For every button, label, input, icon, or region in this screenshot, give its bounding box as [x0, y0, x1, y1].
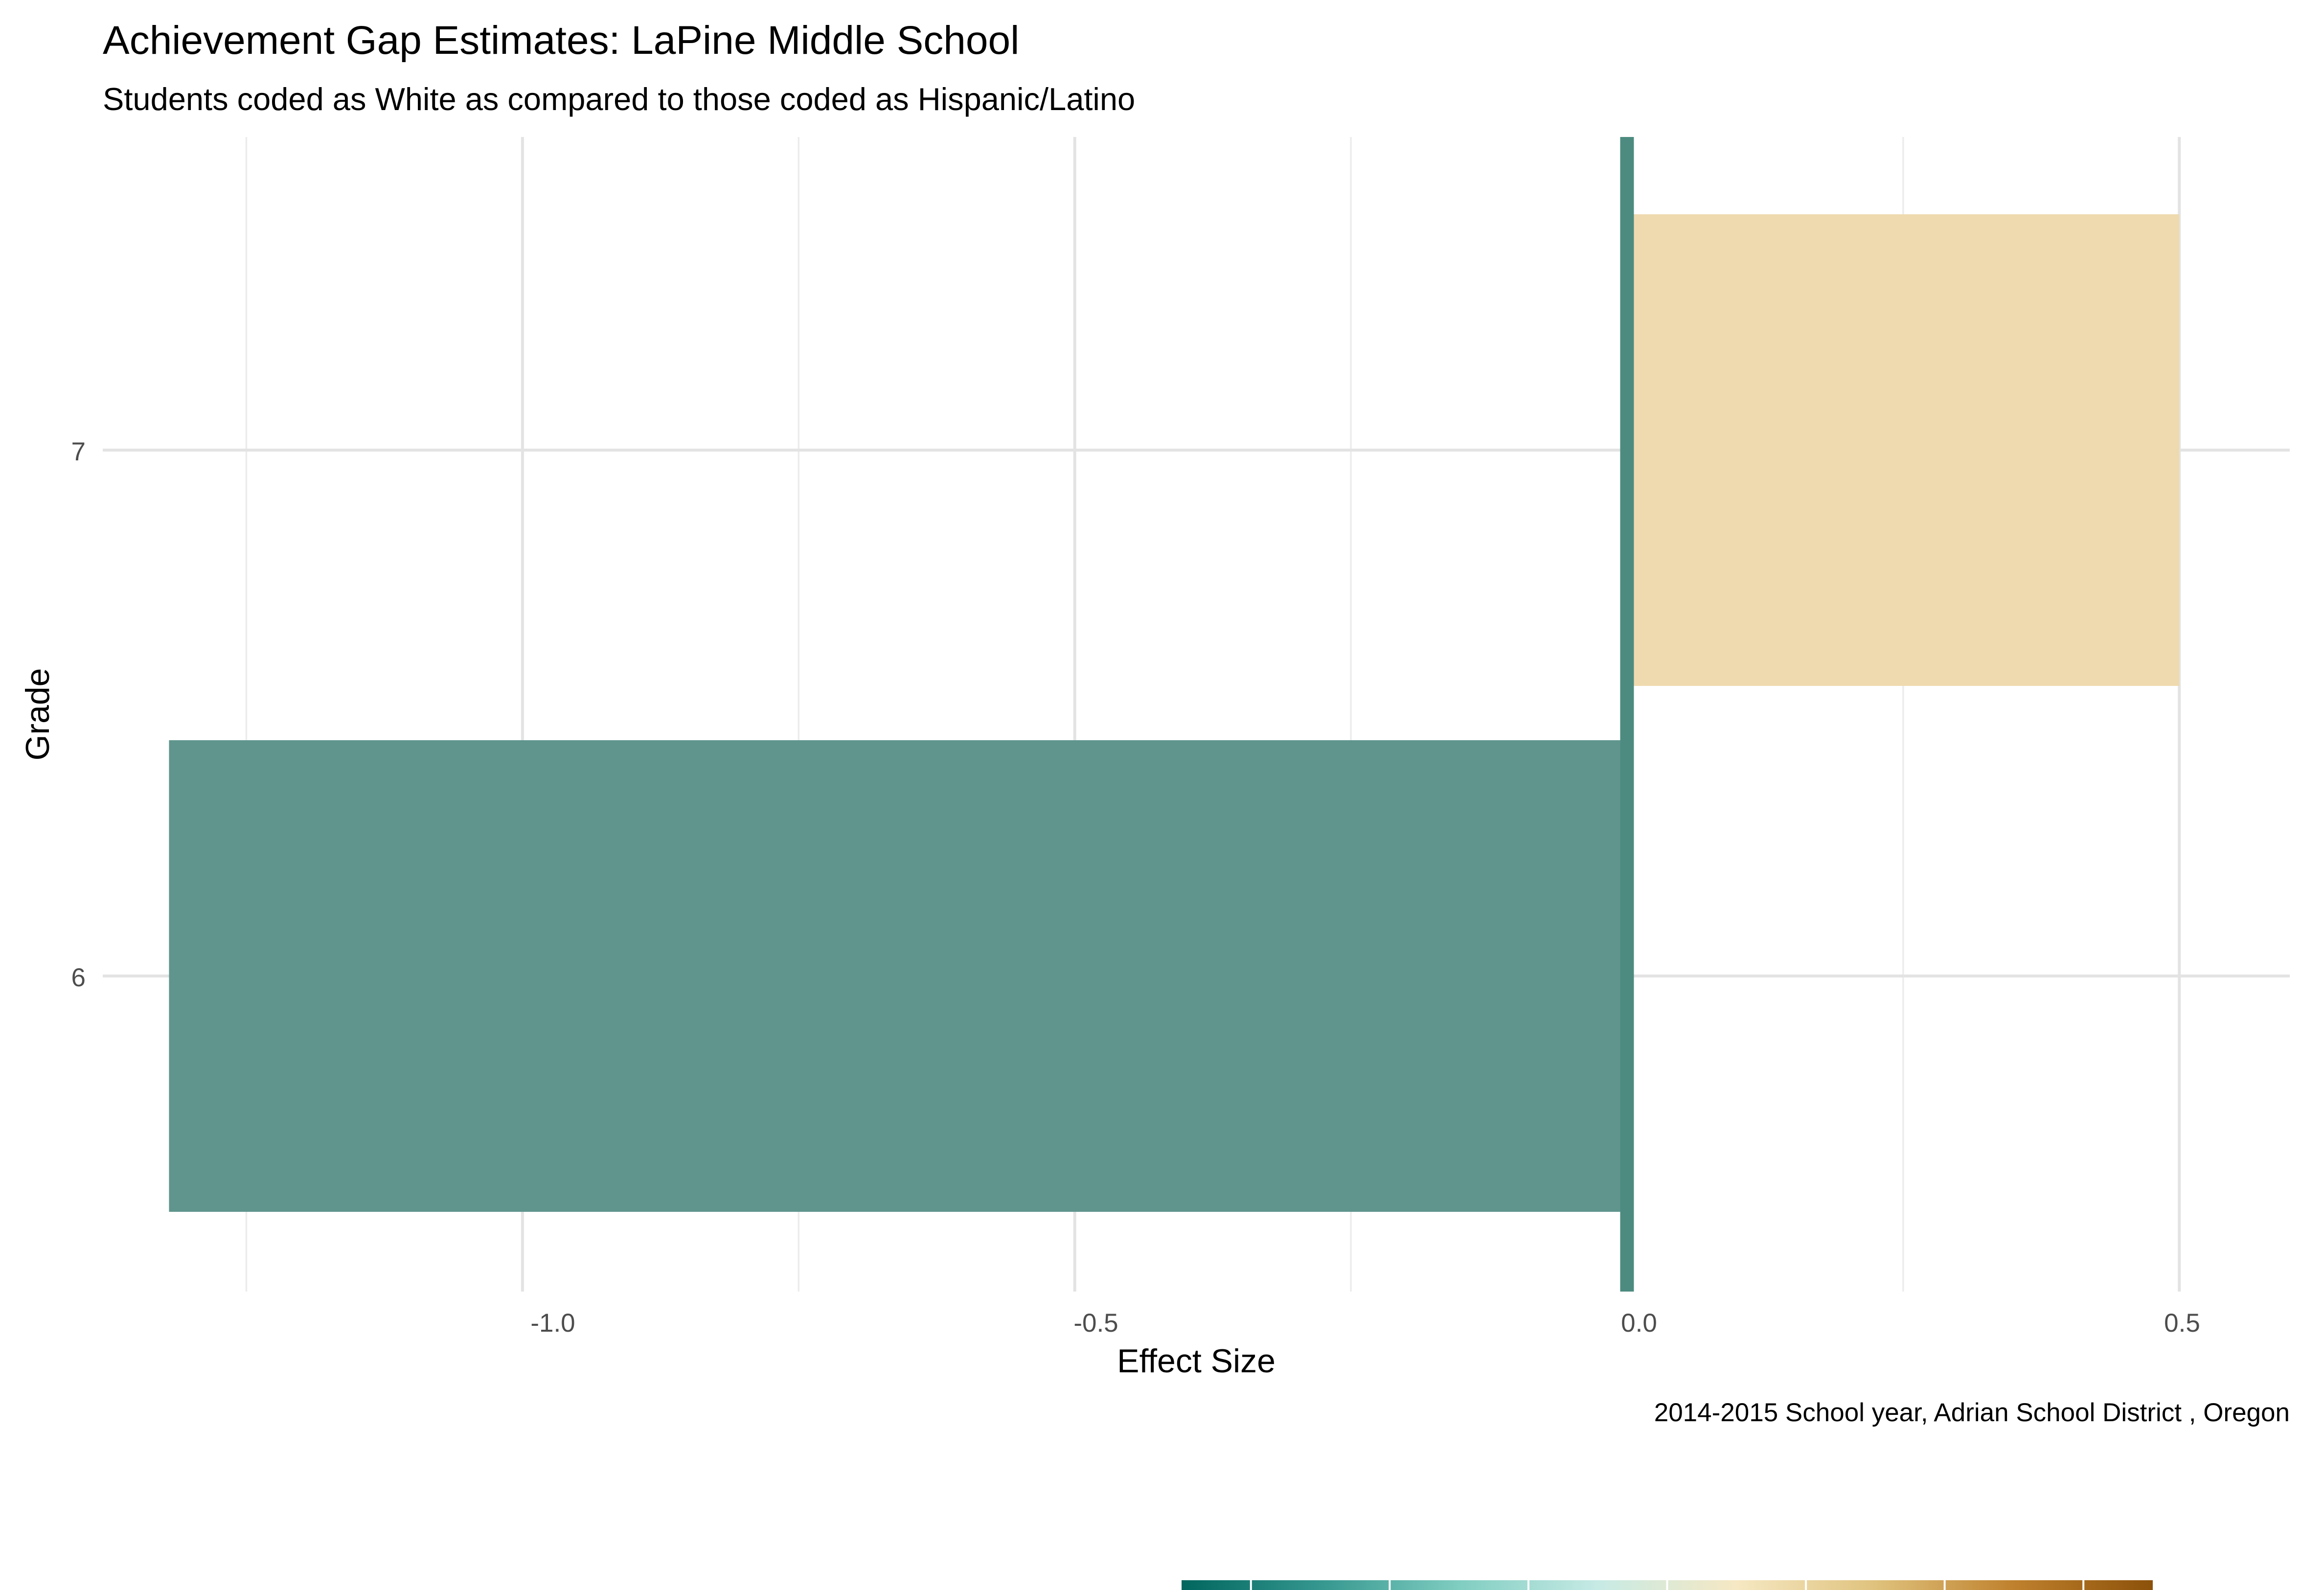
x-tick-label: -0.5: [1073, 1309, 1118, 1338]
color-legend: [1182, 1580, 2153, 1590]
y-tick-label-6: 6: [71, 963, 86, 992]
chart-subtitle: Students coded as White as compared to t…: [103, 81, 1135, 117]
y-axis: 6 7: [71, 437, 86, 992]
x-tick-label: 0.5: [2164, 1309, 2200, 1338]
y-tick-label-7: 7: [71, 437, 86, 466]
x-tick-label: 0.0: [1621, 1309, 1657, 1338]
x-axis: -1.0 -0.5 0.0 0.5: [530, 1309, 2200, 1338]
chart-caption: 2014-2015 School year, Adrian School Dis…: [1654, 1398, 2290, 1427]
x-axis-title: Effect Size: [1117, 1342, 1276, 1380]
y-axis-title: Grade: [19, 668, 56, 761]
zero-reference-line: [1620, 137, 1634, 1292]
chart-title: Achievement Gap Estimates: LaPine Middle…: [103, 18, 1019, 63]
x-tick-label: -1.0: [530, 1309, 575, 1338]
reference-line-group: [1620, 137, 1634, 1292]
bar-grade-7: [1627, 214, 2180, 686]
bar-grade-6: [169, 740, 1627, 1212]
bars: [169, 214, 2180, 1212]
